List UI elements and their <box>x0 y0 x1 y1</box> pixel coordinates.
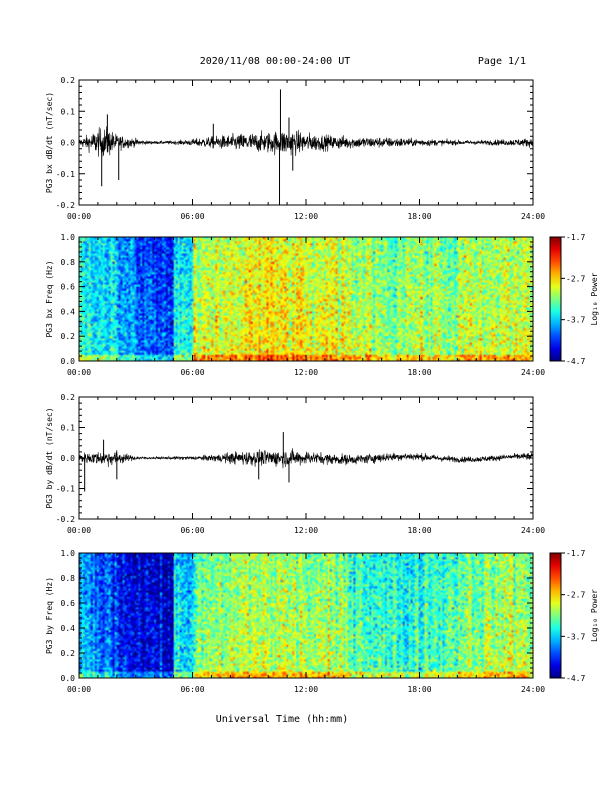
y-axis-label: PG3 by Freq (Hz) <box>45 577 54 654</box>
y-tick-label: 0.8 <box>61 258 76 267</box>
y-tick-label: 0.2 <box>61 649 76 658</box>
x-tick-label: 18:00 <box>407 685 431 694</box>
x-tick-label: 12:00 <box>294 368 318 377</box>
colorbar-tick-label: -2.7 <box>566 591 585 600</box>
y-axis-label: PG3 bx Freq (Hz) <box>45 260 54 337</box>
x-tick-label: 18:00 <box>407 368 431 377</box>
y-tick-label: 0.4 <box>61 624 76 633</box>
panel-4: -1.7 -2.7 -3.7 -4.7 Log₁₀ Power <box>78 549 599 683</box>
y-tick-label: 0.4 <box>61 307 76 316</box>
colorbar-title: Log₁₀ Power <box>590 272 599 325</box>
x-tick-label: 12:00 <box>294 526 318 535</box>
y-tick-label: 0.2 <box>61 76 76 85</box>
colorbar-tick-label: -3.7 <box>566 632 585 641</box>
y-tick-label: 1.0 <box>61 233 76 242</box>
x-tick-label: 00:00 <box>67 526 91 535</box>
x-tick-label: 00:00 <box>67 212 91 221</box>
x-tick-label: 06:00 <box>180 212 204 221</box>
panel-3 <box>78 396 534 520</box>
colorbar-tick-label: -3.7 <box>566 316 585 325</box>
colorbar-title: Log₁₀ Power <box>590 589 599 642</box>
y-tick-label: 0.0 <box>61 674 76 683</box>
x-tick-label: 24:00 <box>521 685 545 694</box>
x-tick-label: 06:00 <box>180 368 204 377</box>
x-axis-title: Universal Time (hh:mm) <box>216 714 348 725</box>
y-tick-label: -0.1 <box>56 485 75 494</box>
x-tick-label: 24:00 <box>521 368 545 377</box>
y-tick-label: 0.6 <box>61 283 76 292</box>
y-tick-label: 0.8 <box>61 574 76 583</box>
colorbar-tick-label: -1.7 <box>566 549 585 558</box>
y-tick-label: 0.0 <box>61 139 76 148</box>
y-tick-label: 0.0 <box>61 357 76 366</box>
x-tick-label: 06:00 <box>180 685 204 694</box>
x-tick-label: 06:00 <box>180 526 204 535</box>
x-tick-label: 12:00 <box>294 685 318 694</box>
x-tick-label: 12:00 <box>294 212 318 221</box>
panel-1 <box>78 79 534 206</box>
y-tick-label: 0.2 <box>61 332 76 341</box>
x-tick-label: 24:00 <box>521 212 545 221</box>
x-tick-label: 00:00 <box>67 368 91 377</box>
x-tick-label: 24:00 <box>521 526 545 535</box>
panel-2: -1.7 -2.7 -3.7 -4.7 Log₁₀ Power <box>78 233 599 366</box>
colorbar <box>549 236 562 362</box>
spectrogram-image <box>79 237 533 361</box>
x-tick-label: 00:00 <box>67 685 91 694</box>
y-tick-label: -0.2 <box>56 201 75 210</box>
y-tick-label: -0.2 <box>56 515 75 524</box>
x-tick-label: 18:00 <box>407 526 431 535</box>
y-axis-label: PG3 by dB/dt (nT/sec) <box>45 407 54 508</box>
header-page-number: Page 1/1 <box>478 56 526 67</box>
x-tick-label: 18:00 <box>407 212 431 221</box>
y-tick-label: 0.2 <box>61 393 76 402</box>
y-tick-label: -0.1 <box>56 170 75 179</box>
y-tick-label: 0.1 <box>61 424 76 433</box>
header-date-range: 2020/11/08 00:00-24:00 UT <box>200 56 351 67</box>
y-axis-label: PG3 bx dB/dt (nT/sec) <box>45 92 54 193</box>
colorbar <box>549 552 562 679</box>
colorbar-tick-label: -4.7 <box>566 357 585 366</box>
colorbar-tick-label: -2.7 <box>566 274 585 283</box>
y-tick-label: 0.6 <box>61 599 76 608</box>
colorbar-tick-label: -4.7 <box>566 674 585 683</box>
waveform-trace <box>78 448 534 469</box>
y-tick-label: 0.0 <box>61 454 76 463</box>
y-tick-label: 1.0 <box>61 549 76 558</box>
colorbar-tick-label: -1.7 <box>566 233 585 242</box>
panels: 0.2 0.1 0.0 -0.1 -0.2 00:00 06:00 12:00 18:00 24:… <box>45 76 599 694</box>
y-tick-label: 0.1 <box>61 107 76 116</box>
spectrogram-image <box>79 553 533 678</box>
waveform-trace <box>78 126 534 157</box>
